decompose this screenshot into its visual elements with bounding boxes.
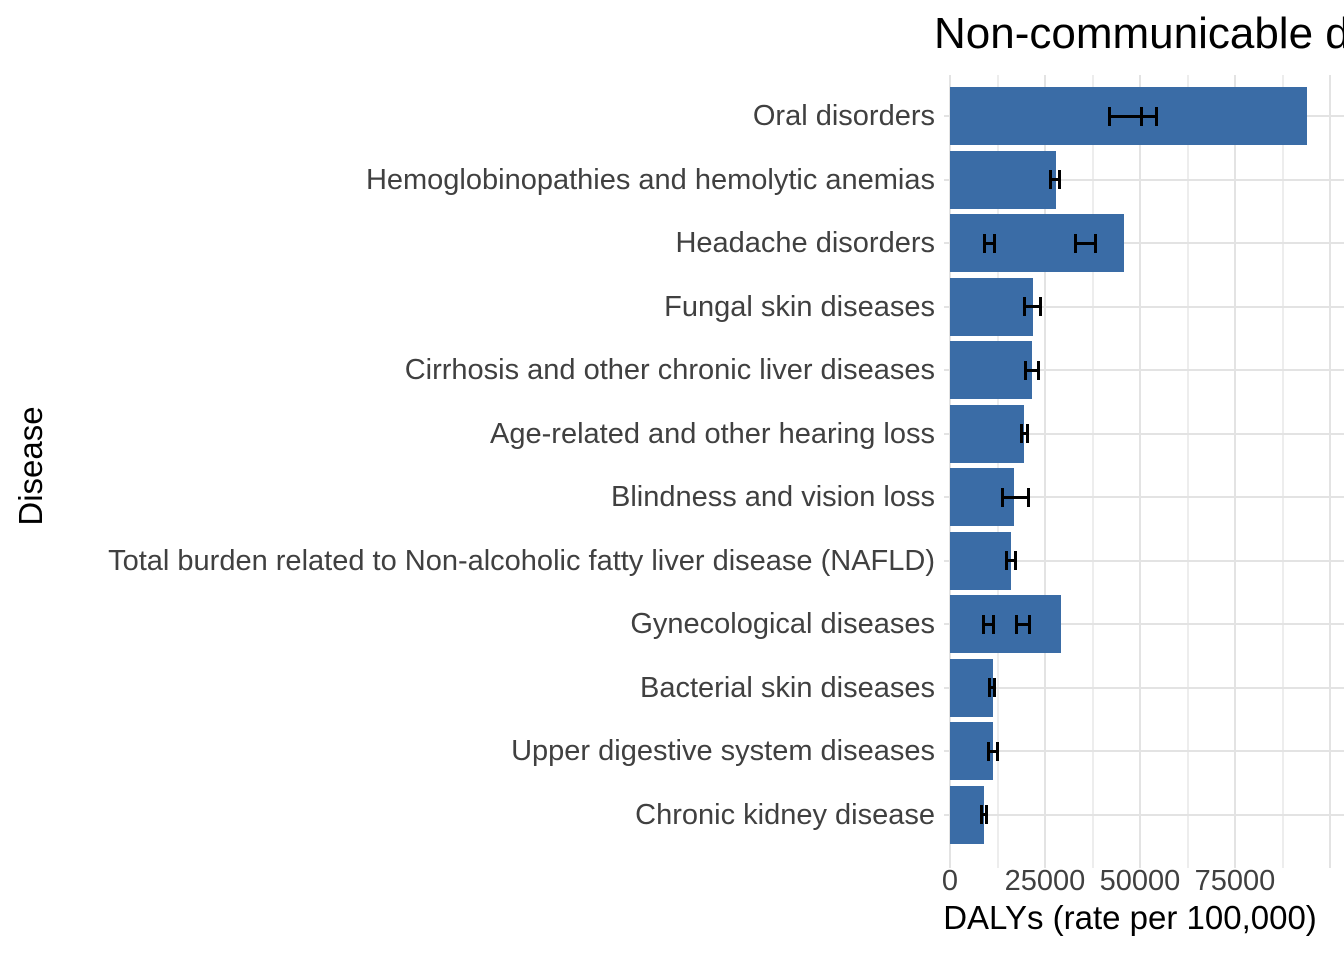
y-tick-label: Total burden related to Non-alcoholic fa… [108, 544, 935, 577]
bar [950, 150, 1057, 209]
y-tick-label: Fungal skin diseases [664, 290, 935, 323]
error-bar-tick [1019, 424, 1023, 444]
error-bar-tick [987, 678, 991, 698]
x-tick-label: 0 [941, 865, 959, 897]
error-bar-tick [1057, 170, 1061, 190]
error-bar-tick [1038, 297, 1042, 317]
error-bar-line [1141, 114, 1157, 118]
gridline-vertical-minor [1281, 75, 1284, 868]
y-tick-label: Bacterial skin diseases [640, 671, 935, 704]
gridline-vertical-major [1234, 75, 1236, 868]
gridline-horizontal-major [944, 623, 1344, 626]
error-bar-tick [983, 233, 987, 253]
gridline-horizontal-major [944, 559, 1344, 562]
y-axis-title: Disease [12, 406, 49, 526]
gridline-vertical-major [1329, 75, 1331, 868]
error-bar-tick [1026, 424, 1030, 444]
gridline-vertical-major [1044, 75, 1046, 868]
gridline-horizontal-major [944, 369, 1344, 372]
y-tick-label: Upper digestive system diseases [511, 735, 935, 768]
error-bar-line [1006, 559, 1016, 563]
error-bar-line [984, 241, 995, 245]
y-tick-label: Cirrhosis and other chronic liver diseas… [404, 354, 935, 387]
gridline-horizontal-major [944, 496, 1344, 499]
y-tick-label: Blindness and vision loss [610, 481, 935, 514]
error-bar-line [1050, 178, 1060, 182]
y-tick-label: Chronic kidney disease [635, 798, 935, 831]
error-bar-line [1109, 114, 1142, 118]
y-tick-label: Age-related and other hearing loss [490, 417, 935, 450]
error-bar-line [1025, 368, 1039, 372]
y-tick-label: Hemoglobinopathies and hemolytic anemias [365, 163, 935, 196]
error-bar-tick [980, 805, 984, 825]
error-bar-line [989, 686, 995, 690]
error-bar-tick [1108, 106, 1112, 126]
x-tick-label: 25000 [1004, 865, 1086, 897]
error-bar-tick [995, 741, 999, 761]
gridline-vertical-minor [1091, 75, 1094, 868]
error-bar-tick [1004, 551, 1008, 571]
error-bar-line [1024, 305, 1041, 309]
error-bar-tick [985, 805, 989, 825]
error-bar-tick [1027, 614, 1031, 634]
bar [950, 531, 1012, 590]
y-tick-label: Gynecological diseases [630, 608, 935, 641]
error-bar-tick [1048, 170, 1052, 190]
x-tick-label: 75000 [1194, 865, 1276, 897]
gridline-horizontal-major [944, 750, 1344, 753]
error-bar-line [983, 622, 994, 626]
y-tick-label: Oral disorders [752, 100, 935, 132]
error-bar-tick [1023, 297, 1027, 317]
error-bar-tick [1014, 551, 1018, 571]
gridline-horizontal-major [944, 178, 1344, 181]
error-bar-tick [993, 678, 997, 698]
gridline-horizontal-major [944, 686, 1344, 689]
error-bar-tick [1140, 106, 1144, 126]
error-bar-line [1002, 495, 1029, 499]
bar [950, 722, 993, 781]
bar [950, 214, 1125, 273]
error-bar-tick [1000, 487, 1004, 507]
error-bar-tick [981, 614, 985, 634]
error-bar-tick [1073, 233, 1077, 253]
error-bar-tick [1036, 360, 1040, 380]
error-bar-line [981, 813, 987, 817]
gridline-horizontal-major [944, 305, 1344, 308]
bar [950, 404, 1025, 463]
error-bar-line [1075, 241, 1096, 245]
bar [950, 277, 1033, 336]
error-bar-tick [987, 741, 991, 761]
gridline-vertical-major [1139, 75, 1141, 868]
bar [950, 785, 984, 844]
bar [950, 658, 993, 717]
gridline-horizontal-major [944, 813, 1344, 816]
x-tick-label: 50000 [1099, 865, 1181, 897]
error-bar-tick [993, 233, 997, 253]
error-bar-tick [1023, 360, 1027, 380]
gridline-vertical-minor [1186, 75, 1189, 868]
bar [950, 341, 1033, 400]
error-bar-line [1021, 432, 1028, 436]
error-bar-line [1016, 622, 1030, 626]
error-bar-tick [1015, 614, 1018, 634]
error-bar-tick [991, 614, 995, 634]
x-axis-title: DALYs (rate per 100,000) [943, 899, 1317, 936]
y-tick-label: Headache disorders [675, 227, 935, 260]
gridline-horizontal-major [944, 242, 1344, 245]
gridline-horizontal-major [944, 432, 1344, 435]
error-bar-tick [1093, 233, 1097, 253]
bar [950, 595, 1061, 654]
error-bar-tick [1026, 487, 1030, 507]
error-bar-tick [1154, 106, 1158, 126]
error-bar-line [988, 749, 998, 753]
plot-title: Non-communicable d [934, 9, 1344, 58]
